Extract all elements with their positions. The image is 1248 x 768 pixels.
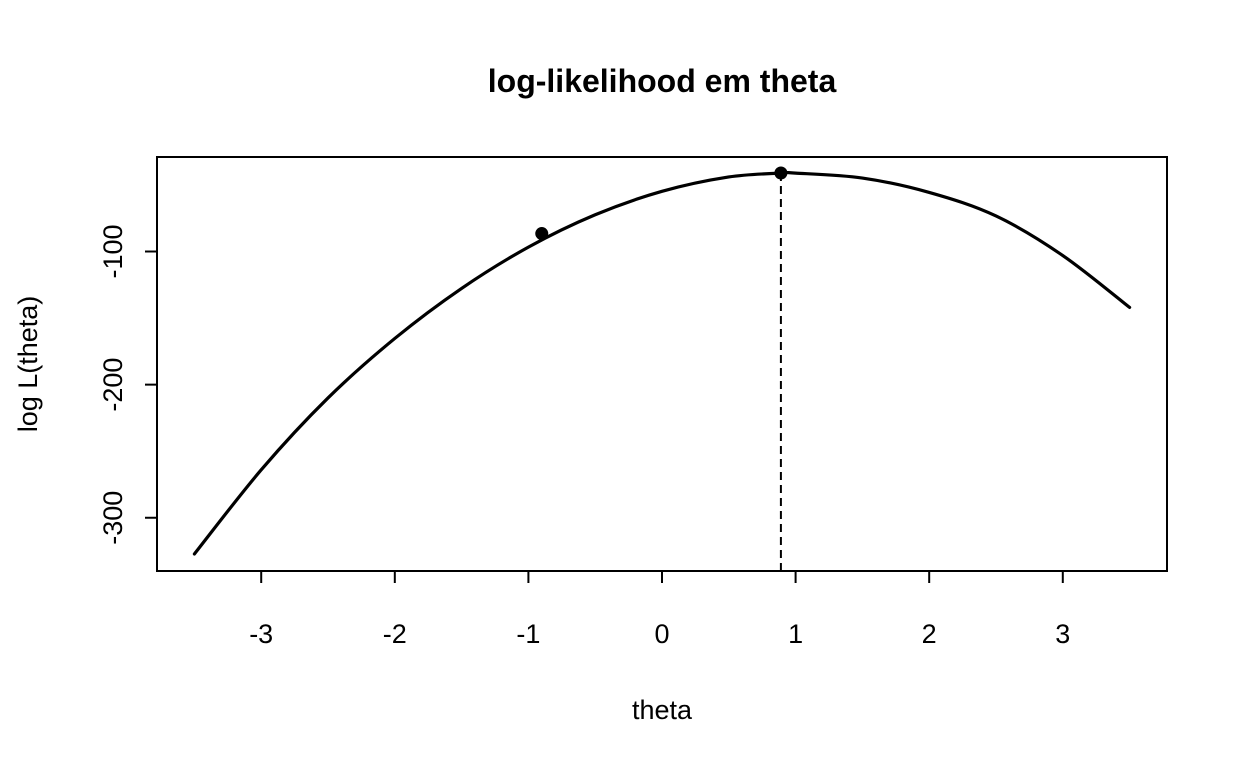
x-tick-label: 0 xyxy=(654,619,669,649)
x-tick-label: -3 xyxy=(249,619,273,649)
log-likelihood-curve xyxy=(192,170,1132,556)
x-tick-label: 3 xyxy=(1055,619,1070,649)
x-tick-label: 1 xyxy=(788,619,803,649)
data-point xyxy=(774,166,788,180)
y-tick-label: -200 xyxy=(98,358,128,412)
y-axis: -300 -200 -100 xyxy=(98,224,157,545)
x-tick-label: 2 xyxy=(922,619,937,649)
x-axis-label: theta xyxy=(632,695,693,725)
data-point xyxy=(535,227,549,241)
chart-title: log-likelihood em theta xyxy=(488,63,837,99)
y-axis-label: log L(theta) xyxy=(13,296,43,433)
plot-frame xyxy=(156,156,1168,572)
x-tick-label: -1 xyxy=(516,619,540,649)
x-axis: -3 -2 -1 0 1 2 3 xyxy=(249,571,1070,649)
y-tick-label: -300 xyxy=(98,491,128,545)
x-tick-label: -2 xyxy=(383,619,407,649)
points-layer xyxy=(535,166,788,241)
y-tick-label: -100 xyxy=(98,224,128,278)
